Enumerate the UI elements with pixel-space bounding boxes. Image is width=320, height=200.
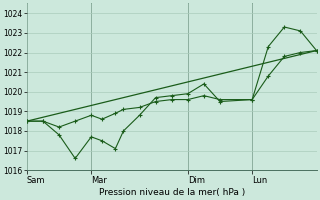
X-axis label: Pression niveau de la mer( hPa ): Pression niveau de la mer( hPa )	[99, 188, 245, 197]
